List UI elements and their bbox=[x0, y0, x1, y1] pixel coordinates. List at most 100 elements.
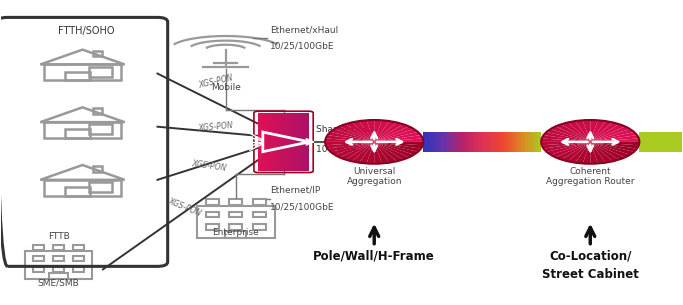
Polygon shape bbox=[490, 132, 491, 152]
Polygon shape bbox=[367, 142, 374, 164]
Polygon shape bbox=[542, 142, 590, 149]
Polygon shape bbox=[575, 120, 590, 142]
Polygon shape bbox=[282, 113, 283, 171]
Polygon shape bbox=[447, 132, 448, 152]
Polygon shape bbox=[492, 132, 494, 152]
Polygon shape bbox=[260, 113, 262, 171]
Polygon shape bbox=[590, 142, 619, 161]
Polygon shape bbox=[428, 132, 429, 152]
Polygon shape bbox=[583, 142, 590, 164]
Polygon shape bbox=[290, 113, 292, 171]
Polygon shape bbox=[527, 132, 528, 152]
Polygon shape bbox=[374, 142, 421, 152]
Polygon shape bbox=[352, 142, 374, 163]
Polygon shape bbox=[472, 132, 473, 152]
Polygon shape bbox=[555, 124, 590, 142]
Polygon shape bbox=[426, 132, 428, 152]
Text: XGS-PON: XGS-PON bbox=[197, 73, 234, 89]
Polygon shape bbox=[568, 142, 590, 163]
Polygon shape bbox=[534, 132, 535, 152]
Polygon shape bbox=[484, 132, 485, 152]
Text: FTTH/SOHO: FTTH/SOHO bbox=[57, 26, 114, 36]
Text: FTTB: FTTB bbox=[48, 231, 70, 241]
Polygon shape bbox=[561, 142, 590, 161]
Polygon shape bbox=[266, 113, 268, 171]
Polygon shape bbox=[469, 132, 471, 152]
Polygon shape bbox=[436, 132, 438, 152]
Polygon shape bbox=[374, 121, 397, 142]
Text: Ethernet/IP: Ethernet/IP bbox=[270, 186, 320, 195]
Polygon shape bbox=[590, 142, 605, 163]
Polygon shape bbox=[339, 142, 374, 160]
Polygon shape bbox=[532, 132, 534, 152]
Polygon shape bbox=[374, 142, 403, 161]
Polygon shape bbox=[456, 132, 457, 152]
Polygon shape bbox=[303, 113, 304, 171]
Polygon shape bbox=[510, 132, 512, 152]
Text: Pole/Wall/H-Frame: Pole/Wall/H-Frame bbox=[313, 250, 435, 263]
Polygon shape bbox=[374, 135, 423, 142]
Polygon shape bbox=[575, 142, 590, 163]
Polygon shape bbox=[429, 132, 431, 152]
Polygon shape bbox=[485, 132, 487, 152]
Polygon shape bbox=[500, 132, 501, 152]
Polygon shape bbox=[331, 142, 374, 155]
Polygon shape bbox=[475, 132, 476, 152]
Polygon shape bbox=[460, 132, 462, 152]
Polygon shape bbox=[451, 132, 453, 152]
Polygon shape bbox=[265, 113, 266, 171]
Text: XGS-PON: XGS-PON bbox=[197, 121, 234, 133]
Polygon shape bbox=[541, 138, 590, 142]
Polygon shape bbox=[507, 132, 509, 152]
Polygon shape bbox=[425, 132, 426, 152]
Polygon shape bbox=[561, 122, 590, 142]
Polygon shape bbox=[346, 142, 374, 161]
Polygon shape bbox=[494, 132, 496, 152]
Polygon shape bbox=[555, 142, 590, 160]
Polygon shape bbox=[325, 138, 374, 142]
Polygon shape bbox=[478, 132, 479, 152]
Polygon shape bbox=[488, 132, 490, 152]
Polygon shape bbox=[503, 132, 504, 152]
Polygon shape bbox=[473, 132, 475, 152]
Polygon shape bbox=[497, 132, 499, 152]
Text: Coherent: Coherent bbox=[570, 167, 611, 176]
Text: Co-Location/: Co-Location/ bbox=[549, 250, 632, 263]
Polygon shape bbox=[277, 113, 279, 171]
Polygon shape bbox=[441, 132, 443, 152]
Polygon shape bbox=[491, 132, 492, 152]
Polygon shape bbox=[546, 129, 590, 142]
Polygon shape bbox=[590, 142, 639, 149]
Polygon shape bbox=[518, 132, 519, 152]
Polygon shape bbox=[487, 132, 488, 152]
Text: Street Cabinet: Street Cabinet bbox=[542, 268, 639, 281]
Polygon shape bbox=[525, 132, 527, 152]
Text: Shared Fiber: Shared Fiber bbox=[316, 125, 373, 134]
Text: Ethernet/xHaul: Ethernet/xHaul bbox=[270, 25, 338, 34]
Polygon shape bbox=[590, 122, 619, 142]
Polygon shape bbox=[590, 142, 613, 163]
Polygon shape bbox=[328, 142, 374, 152]
Polygon shape bbox=[439, 132, 441, 152]
Polygon shape bbox=[374, 142, 423, 149]
Polygon shape bbox=[331, 129, 374, 142]
Polygon shape bbox=[519, 132, 520, 152]
Text: Enterprise: Enterprise bbox=[212, 228, 260, 237]
Polygon shape bbox=[326, 135, 374, 142]
Text: Universal: Universal bbox=[353, 167, 395, 176]
Polygon shape bbox=[432, 132, 434, 152]
Polygon shape bbox=[516, 132, 518, 152]
Text: SME/SMB: SME/SMB bbox=[38, 278, 79, 288]
Polygon shape bbox=[501, 132, 503, 152]
Polygon shape bbox=[499, 132, 500, 152]
Polygon shape bbox=[583, 120, 590, 142]
Polygon shape bbox=[275, 113, 277, 171]
Polygon shape bbox=[374, 142, 423, 145]
Polygon shape bbox=[374, 126, 414, 142]
Text: Aggregation Router: Aggregation Router bbox=[546, 178, 635, 186]
Polygon shape bbox=[512, 132, 513, 152]
Polygon shape bbox=[339, 124, 374, 142]
Polygon shape bbox=[590, 142, 634, 155]
Polygon shape bbox=[515, 132, 516, 152]
Polygon shape bbox=[279, 113, 280, 171]
